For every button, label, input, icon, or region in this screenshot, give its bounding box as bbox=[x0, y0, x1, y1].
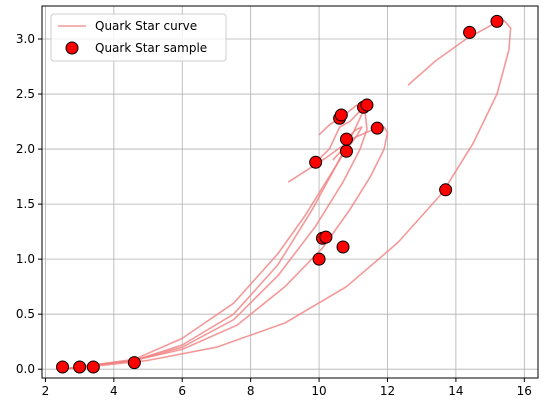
quark-star-curve bbox=[62, 19, 512, 370]
x-tick-label: 4 bbox=[110, 384, 118, 398]
x-tick-label: 2 bbox=[42, 384, 50, 398]
quark-star-sample-point bbox=[463, 25, 477, 39]
quark-star-sample-point bbox=[56, 360, 70, 374]
quark-star-curve bbox=[62, 126, 389, 370]
y-tick-label: 2.0 bbox=[16, 142, 35, 156]
x-tick-label: 6 bbox=[178, 384, 186, 398]
tick-marks: 2 4 6 8 10 12 14 16 0.0 0.5 1.0 1.5 2.0 2.5 3.0 bbox=[16, 32, 532, 398]
quark-star-sample-point bbox=[370, 121, 384, 135]
quark-star-sample-point bbox=[309, 155, 323, 169]
x-tick-label: 14 bbox=[448, 384, 463, 398]
quark-star-sample-point bbox=[439, 183, 453, 197]
y-tick-label: 1.0 bbox=[16, 252, 35, 266]
legend-curve-label: Quark Star curve bbox=[95, 19, 197, 33]
plot-area bbox=[42, 6, 538, 378]
quark-star-sample-point bbox=[334, 108, 348, 122]
sample-series bbox=[56, 14, 504, 374]
y-tick-label: 0.5 bbox=[16, 307, 35, 321]
x-tick-label: 12 bbox=[380, 384, 395, 398]
quark-star-sample-point bbox=[490, 14, 504, 28]
quark-star-sample-point bbox=[339, 144, 353, 158]
quark-star-sample-point bbox=[319, 230, 333, 244]
quark-star-sample-point bbox=[86, 360, 100, 374]
y-tick-label: 1.5 bbox=[16, 197, 35, 211]
x-tick-label: 8 bbox=[247, 384, 255, 398]
y-tick-label: 3.0 bbox=[16, 32, 35, 46]
quark-star-sample-point bbox=[339, 132, 353, 146]
y-tick-label: 2.5 bbox=[16, 87, 35, 101]
quark-star-sample-point bbox=[127, 356, 141, 370]
x-tick-label: 10 bbox=[311, 384, 326, 398]
legend-sample-label: Quark Star sample bbox=[95, 41, 207, 55]
legend-box bbox=[50, 13, 227, 62]
quark-star-sample-point bbox=[336, 240, 350, 254]
plot-background bbox=[42, 6, 538, 378]
legend: Quark Star curve Quark Star sample bbox=[50, 13, 227, 62]
y-tick-label: 0.0 bbox=[16, 362, 35, 376]
quark-star-sample-point bbox=[73, 360, 87, 374]
x-tick-label: 16 bbox=[517, 384, 532, 398]
quark-star-sample-point bbox=[312, 252, 326, 266]
axes-border bbox=[41, 5, 539, 379]
axes-frame bbox=[41, 5, 539, 379]
legend-sample-swatch bbox=[65, 41, 79, 55]
quark-star-sample-point bbox=[360, 98, 374, 112]
